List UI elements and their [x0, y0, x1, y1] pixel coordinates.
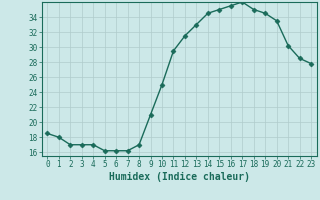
X-axis label: Humidex (Indice chaleur): Humidex (Indice chaleur) [109, 172, 250, 182]
